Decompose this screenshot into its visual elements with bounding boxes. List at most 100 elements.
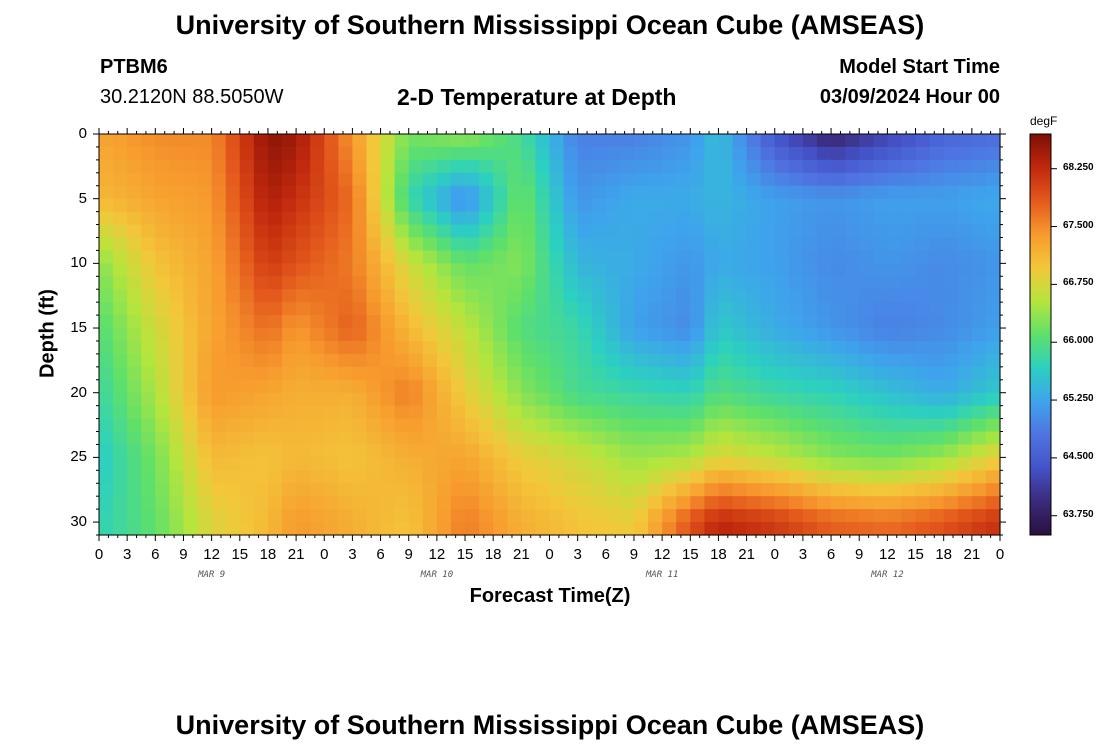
heatmap-cell	[577, 224, 593, 239]
heatmap-cell	[591, 340, 607, 355]
heatmap-cell	[831, 185, 846, 200]
heatmap-cell	[465, 146, 480, 161]
heatmap-cell	[127, 185, 142, 200]
heatmap-cell	[802, 159, 818, 174]
heatmap-cell	[197, 522, 213, 536]
heatmap-cell	[887, 444, 903, 458]
heatmap-cell	[211, 470, 227, 484]
heatmap-cell	[366, 146, 382, 161]
heatmap-cell	[408, 431, 424, 446]
heatmap-cell	[718, 379, 734, 394]
heatmap-cell	[535, 276, 551, 290]
heatmap-cell	[99, 224, 114, 239]
heatmap-cell	[141, 263, 156, 277]
heatmap-cell	[450, 276, 466, 290]
heatmap-cell	[493, 379, 508, 394]
heatmap-cell	[465, 483, 480, 497]
heatmap-cell	[901, 237, 917, 252]
y-axis-label: Depth (ft)	[36, 289, 59, 378]
heatmap-cell	[408, 457, 424, 471]
heatmap-cell	[619, 366, 635, 381]
heatmap-cell	[774, 470, 790, 484]
x-tick-label: 21	[287, 546, 305, 563]
heatmap-cell	[267, 418, 283, 433]
heatmap-cell	[127, 483, 142, 497]
heatmap-cell	[324, 431, 339, 446]
heatmap-cell	[648, 379, 663, 394]
heatmap-cell	[788, 276, 804, 290]
heatmap-cell	[633, 353, 649, 368]
heatmap-cell	[408, 276, 424, 290]
heatmap-cell	[774, 302, 790, 316]
heatmap-cell	[648, 250, 663, 264]
heatmap-cell	[985, 483, 1001, 497]
heatmap-cell	[183, 315, 199, 329]
heatmap-cell	[380, 276, 396, 290]
heatmap-cell	[465, 340, 480, 355]
heatmap-cell	[197, 483, 213, 497]
heatmap-cell	[296, 496, 311, 510]
heatmap-cell	[648, 392, 663, 407]
heatmap-cell	[915, 198, 931, 213]
heatmap-cell	[901, 134, 917, 148]
heatmap-cell	[915, 185, 931, 200]
heatmap-cell	[408, 496, 424, 510]
heatmap-cell	[760, 276, 776, 290]
heatmap-cell	[577, 431, 593, 446]
heatmap-cell	[535, 159, 551, 174]
heatmap-cell	[915, 146, 931, 161]
heatmap-cell	[577, 522, 593, 536]
heatmap-cell	[267, 392, 283, 407]
heatmap-cell	[479, 250, 494, 264]
heatmap-cell	[591, 315, 607, 329]
heatmap-cell	[408, 172, 424, 187]
heatmap-cell	[943, 431, 959, 446]
heatmap-cell	[169, 172, 185, 187]
heatmap-cell	[957, 418, 973, 433]
x-tick-label: 18	[484, 546, 502, 563]
heatmap-cell	[619, 353, 635, 368]
heatmap-cell	[99, 263, 114, 277]
heatmap-cell	[352, 340, 368, 355]
heatmap-cell	[535, 379, 551, 394]
heatmap-cell	[816, 483, 832, 497]
heatmap-cell	[352, 172, 368, 187]
heatmap-cell	[310, 431, 325, 446]
heatmap-cell	[690, 250, 705, 264]
heatmap-cell	[957, 509, 973, 523]
heatmap-cell	[732, 353, 748, 368]
heatmap-cell	[169, 496, 185, 510]
heatmap-cell	[310, 418, 325, 433]
heatmap-cell	[267, 237, 283, 252]
heatmap-cell	[633, 418, 649, 433]
heatmap-cell	[366, 379, 382, 394]
heatmap-cell	[225, 509, 241, 523]
heatmap-cell	[465, 185, 480, 200]
heatmap-cell	[802, 444, 818, 458]
heatmap-cell	[225, 315, 241, 329]
heatmap-cell	[366, 289, 382, 303]
heatmap-cell	[338, 237, 354, 252]
heatmap-cell	[296, 340, 311, 355]
heatmap-cell	[873, 366, 888, 381]
heatmap-cell	[563, 522, 579, 536]
heatmap-cell	[408, 522, 424, 536]
heatmap-cell	[563, 509, 579, 523]
heatmap-cell	[605, 276, 621, 290]
heatmap-cell	[310, 146, 325, 161]
heatmap-cell	[352, 198, 368, 213]
heatmap-cell	[267, 315, 283, 329]
heatmap-cell	[493, 522, 508, 536]
heatmap-cell	[662, 379, 677, 394]
y-tick-label: 0	[78, 125, 87, 142]
heatmap-cell	[957, 340, 973, 355]
heatmap-cell	[282, 211, 297, 226]
heatmap-cell	[971, 302, 987, 316]
heatmap-cell	[648, 224, 663, 239]
heatmap-cell	[493, 263, 508, 277]
heatmap-cell	[521, 134, 537, 148]
heatmap-cell	[676, 185, 691, 200]
heatmap-cell	[352, 444, 368, 458]
heatmap-cell	[479, 457, 494, 471]
heatmap-cell	[718, 444, 734, 458]
